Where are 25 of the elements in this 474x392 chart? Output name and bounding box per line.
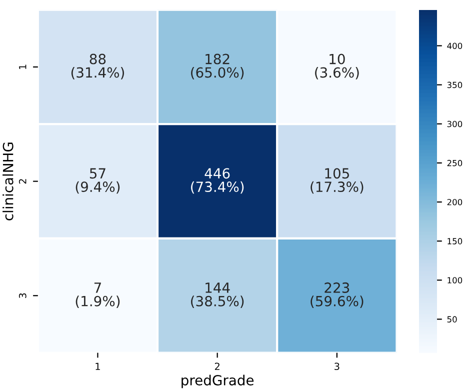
x-tick-label: 3	[334, 362, 340, 370]
color-bar-label: 150	[448, 238, 462, 244]
data-label: 57 (9.4%)	[76, 168, 120, 194]
y-tick-label: 3	[18, 293, 26, 298]
data-label: 182 (65.0%)	[191, 54, 244, 80]
data-label: 105 (17.3%)	[310, 168, 364, 194]
color-bar-label: 400	[447, 42, 462, 50]
x-axis-title: predGrade	[182, 374, 254, 388]
x-tick-label: 2	[214, 362, 220, 370]
data-label: 10 (3.6%)	[315, 54, 359, 80]
data-label: 223 (59.6%)	[310, 282, 364, 308]
color-bar-label: 250	[447, 160, 462, 166]
color-bar-label: 100	[448, 277, 462, 284]
y-tick-label: 2	[18, 179, 26, 184]
color-bar-label: 300	[447, 120, 462, 128]
color-bar-label: 200	[447, 198, 462, 206]
data-label: 88 (31.4%)	[71, 54, 124, 80]
data-label: 144 (38.5%)	[191, 282, 244, 308]
y-axis-title: clinicalNHG	[2, 142, 14, 220]
color-bar-label: 50	[447, 316, 457, 322]
color-bar-label: 350	[447, 82, 462, 88]
data-label: 7 (1.9%)	[76, 282, 120, 308]
x-tick-label: 1	[96, 362, 100, 370]
y-tick-label: 1	[19, 64, 26, 69]
data-label: 446 (73.4%)	[191, 168, 244, 194]
